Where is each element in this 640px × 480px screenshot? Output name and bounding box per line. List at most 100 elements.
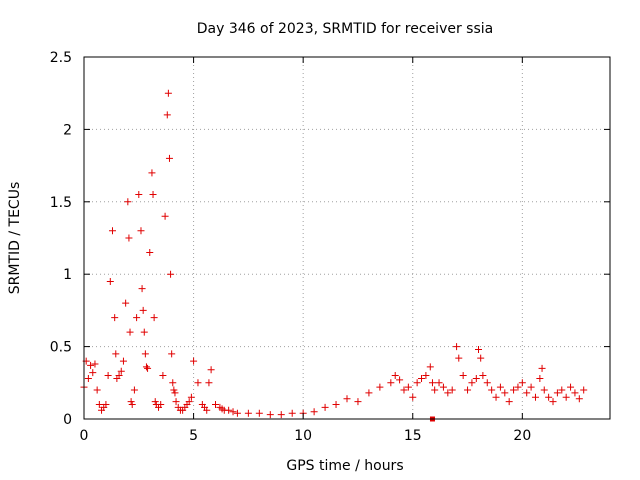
data-point [492,393,500,401]
data-point [464,386,472,394]
data-point [190,357,198,365]
data-point [396,376,404,384]
data-point [536,374,544,382]
data-point [483,379,491,387]
x-tick-label: 10 [294,428,312,444]
data-point [205,379,213,387]
y-tick-label: 0.5 [50,340,72,356]
data-point [510,386,518,394]
data-point [127,398,135,406]
data-point [553,389,561,397]
data-point [477,354,485,362]
data-point [149,191,157,199]
data-point [453,343,461,351]
data-point [332,401,340,409]
data-point [212,401,219,409]
data-point [439,383,447,391]
data-point [117,367,125,375]
data-point [391,372,399,380]
data-point [115,372,123,380]
data-point [111,314,119,322]
data-point [400,386,408,394]
data-point [435,379,443,387]
data-point [538,364,546,372]
data-point [376,383,384,391]
data-point [144,364,152,372]
data-point [87,361,95,369]
data-point [448,386,456,394]
data-point [496,383,504,391]
data-point [84,374,92,382]
data-point [455,354,463,362]
data-point [168,350,176,358]
data-point [128,401,136,409]
x-tick-label: 0 [80,428,89,444]
data-point [194,379,202,387]
data-point [104,372,112,380]
data-point [142,363,150,371]
grid-lines [84,57,610,419]
y-tick-label: 1 [63,267,72,283]
data-point [135,191,143,199]
axis-ticks [83,56,610,420]
data-point [472,374,480,382]
y-tick-labels: 0 0.5 1 1.5 2 2.5 [50,50,72,428]
data-point [468,379,476,387]
data-point [185,398,193,406]
data-point [124,198,132,206]
data-point [139,306,147,314]
data-point [321,403,329,411]
data-point [422,372,430,380]
data-point [187,393,195,401]
data-point [169,379,177,387]
data-point [354,398,362,406]
data-point [172,398,180,406]
data-point [89,369,97,377]
data-point [277,411,285,419]
data-point [203,406,211,414]
data-point [428,379,436,387]
data-point [404,383,412,391]
data-point [288,409,296,417]
data-point [163,111,171,119]
data-point [413,379,421,387]
data-point [266,411,274,419]
data-point [122,299,130,307]
data-point [444,389,452,397]
data-point [137,227,145,235]
data-point [165,154,173,162]
data-point [567,383,575,391]
data-point [229,408,237,416]
data-point [170,386,178,394]
data-point [505,398,513,406]
data-point [479,372,487,380]
data-point [207,366,215,374]
y-tick-label: 2.5 [50,50,72,66]
data-point [171,389,179,397]
data-point [164,89,172,97]
x-tick-label: 15 [404,428,422,444]
data-point [119,357,127,365]
data-points [80,89,588,422]
data-point [157,401,165,409]
data-point [365,389,373,397]
data-point [133,314,141,322]
data-point [558,386,566,394]
data-point [244,409,252,417]
data-point [418,374,426,382]
data-point [112,350,120,358]
y-axis-label: SRMTID / TECUs [7,182,23,295]
data-point [571,389,579,397]
data-point [475,345,482,353]
data-point [387,379,395,387]
data-point [150,314,158,322]
data-point [562,393,570,401]
y-tick-label: 2 [63,122,72,138]
chart-title: Day 346 of 2023, SRMTID for receiver ssi… [197,21,493,37]
data-point [488,386,496,394]
data-point [148,169,156,177]
y-tick-label: 1.5 [50,195,72,211]
data-point [549,398,557,406]
data-point [167,270,175,278]
